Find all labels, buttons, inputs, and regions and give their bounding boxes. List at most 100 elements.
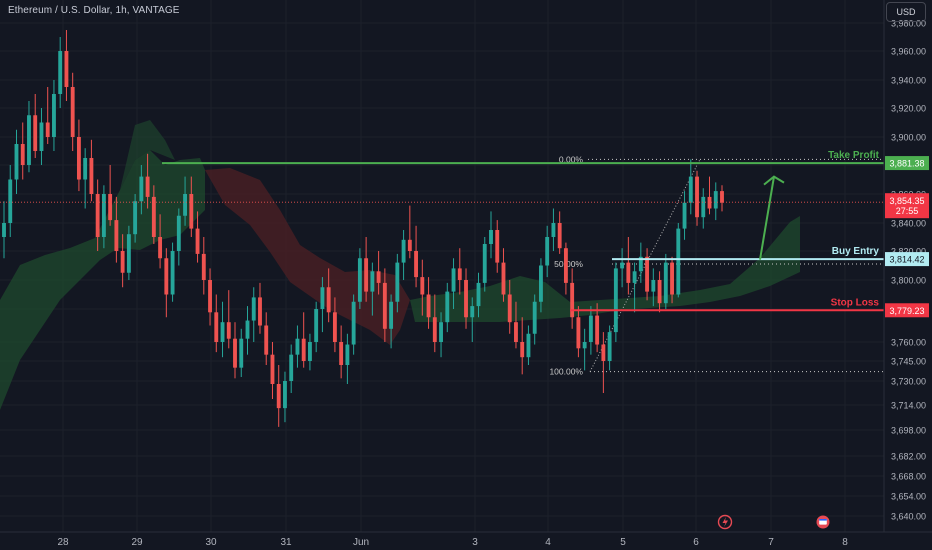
candle-down (563, 242, 568, 295)
candle-down (195, 211, 200, 263)
candle-body (364, 258, 369, 292)
take-profit-price: 3,881.38 (889, 159, 924, 169)
candle-up (176, 208, 181, 266)
candle-body (407, 239, 412, 251)
candle-up (582, 328, 587, 371)
candle-down (339, 325, 344, 379)
candle-up (545, 225, 550, 278)
candle-up (532, 294, 537, 345)
candle-body (507, 294, 512, 323)
candle-up (58, 37, 63, 108)
candle-up (551, 208, 556, 251)
y-tick-label: 3,960.00 (891, 47, 926, 57)
x-tick-label: 4 (545, 537, 551, 548)
candle-body (108, 194, 113, 221)
fib-diagonal (589, 159, 701, 372)
candle-down (495, 220, 500, 273)
candle-down (145, 153, 150, 209)
candle-up (713, 182, 718, 221)
candle-body (632, 271, 637, 283)
candle-up (14, 129, 19, 194)
candle-up (307, 333, 312, 371)
candle-body (395, 262, 400, 302)
candle-down (720, 185, 724, 212)
candle-body (695, 176, 699, 218)
candle-down (657, 271, 662, 313)
candle-up (345, 333, 350, 384)
candle-body (501, 262, 506, 295)
candle-up (170, 242, 175, 302)
candle-up (52, 80, 56, 151)
fib-guides: 0.00% 50.00% 100.00% (549, 154, 884, 377)
candle-up (289, 344, 294, 393)
candle-up (632, 262, 637, 313)
candle-up (663, 253, 668, 309)
candle-body (245, 320, 250, 339)
candle-body (233, 338, 237, 368)
y-tick-label: 3,682.00 (891, 452, 926, 462)
candle-up (126, 225, 131, 280)
candle-body (401, 239, 406, 263)
x-tick-label: 6 (693, 537, 699, 548)
x-tick-label: 29 (131, 537, 143, 548)
candle-body (688, 176, 693, 203)
candle-body (657, 280, 662, 304)
candle-down (108, 165, 113, 226)
candle-body (226, 322, 231, 339)
candle-body (470, 306, 475, 318)
candle-down (201, 237, 206, 295)
candle-body (626, 262, 631, 283)
candle-body (301, 338, 306, 361)
candle-body (295, 338, 300, 355)
candle-up (651, 268, 656, 307)
candle-body (601, 344, 606, 361)
candle-body (576, 317, 581, 349)
candle-body (345, 344, 350, 365)
candle-up (370, 262, 375, 316)
candle-body (464, 280, 468, 318)
candle-down (95, 179, 100, 251)
candle-body (489, 230, 493, 244)
y-tick-label: 3,840.00 (891, 219, 926, 229)
candle-body (39, 122, 44, 151)
candle-down (226, 290, 231, 349)
candle-body (520, 342, 525, 358)
candle-body (339, 342, 344, 365)
y-tick-label: 3,820.00 (891, 247, 926, 257)
candle-body (420, 277, 425, 295)
candle-body (276, 384, 281, 409)
trade-levels: Take Profit Buy Entry Stop Loss (0, 150, 884, 312)
candle-body (563, 248, 568, 283)
stop-loss-price-tag (885, 303, 929, 318)
candle-up (395, 253, 400, 313)
candle-body (251, 297, 256, 321)
economic-calendar-icon[interactable] (816, 515, 830, 529)
projection-arrow-head (763, 175, 785, 186)
lightning-icon[interactable] (717, 514, 733, 530)
candle-body (701, 196, 706, 218)
candle-body (557, 223, 562, 249)
candle-down (158, 214, 163, 269)
currency-button[interactable]: USD (886, 2, 926, 22)
candle-up (183, 176, 187, 226)
candle-body (195, 228, 200, 254)
candle-body (20, 144, 25, 165)
candle-down (376, 251, 381, 295)
candle-up (688, 159, 693, 215)
candle-up (451, 258, 456, 309)
take-profit-label: Take Profit (828, 150, 880, 161)
candle-body (314, 309, 319, 342)
candle-body (239, 338, 244, 368)
x-tick-label: 30 (205, 537, 217, 548)
y-tick-label: 3,698.00 (891, 426, 926, 436)
y-tick-label: 3,940.00 (891, 76, 926, 86)
candle-down (301, 312, 306, 368)
candle-down (114, 196, 119, 263)
candle-body (414, 251, 419, 278)
candle-body (332, 312, 337, 342)
candle-up (139, 165, 144, 215)
candles (2, 30, 724, 427)
candle-body (651, 280, 656, 292)
